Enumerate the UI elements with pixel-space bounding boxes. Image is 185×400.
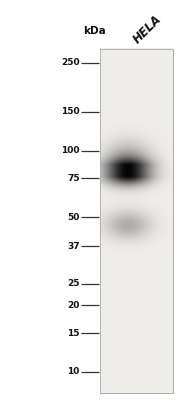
Text: 75: 75 [67, 174, 80, 183]
Text: 25: 25 [67, 280, 80, 288]
Text: 20: 20 [67, 301, 80, 310]
Text: HELA: HELA [131, 13, 164, 46]
Text: kDa: kDa [83, 26, 106, 36]
Text: 50: 50 [67, 213, 80, 222]
Text: 15: 15 [67, 328, 80, 338]
Text: 10: 10 [67, 368, 80, 376]
Text: 100: 100 [61, 146, 80, 155]
Text: 37: 37 [67, 242, 80, 251]
Text: 150: 150 [61, 108, 80, 116]
Text: 250: 250 [61, 58, 80, 67]
Bar [100, 49, 173, 393]
Bar [100, 49, 173, 393]
